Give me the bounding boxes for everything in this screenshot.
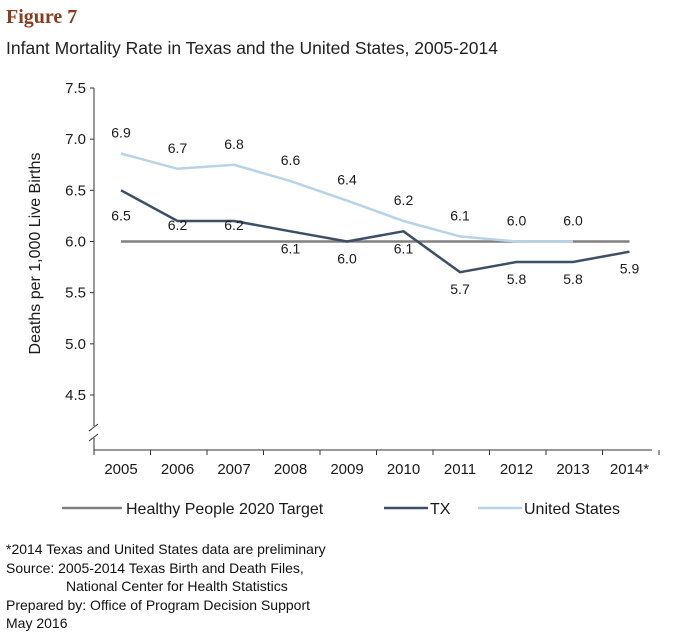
data-label-us: 6.1 [450,207,470,223]
data-label-us: 6.7 [168,140,188,156]
x-tick-label: 2009 [330,461,363,478]
y-tick-label: 4.5 [65,387,86,404]
x-tick-label: 2007 [217,461,250,478]
figure-label: Figure 7 [6,6,78,28]
legend-label-united-states: United States [524,501,620,518]
series-line-united-states [120,152,573,243]
note-preliminary: *2014 Texas and United States data are p… [6,541,326,557]
data-label-us: 6.4 [337,172,357,188]
data-label-tx: 6.1 [281,240,301,256]
legend-label-healthy-people-2020-target: Healthy People 2020 Target [126,501,324,518]
note-source-continued: National Center for Health Statistics [66,578,288,594]
x-tick-label: 2010 [387,461,420,478]
data-label-tx: 5.7 [450,281,470,297]
data-label-us: 6.9 [111,124,131,140]
y-tick-label: 7.5 [65,80,86,97]
data-label-tx: 5.8 [563,271,583,287]
x-tick-label: 2013 [556,461,589,478]
data-label-tx: 6.2 [224,217,244,233]
x-tick-label: 2006 [161,461,194,478]
x-tick-label: 2014* [610,461,649,478]
chart-title: Infant Mortality Rate in Texas and the U… [6,38,498,58]
data-label-tx: 6.5 [111,207,131,223]
data-label-us: 6.8 [224,136,244,152]
data-label-us: 6.0 [563,213,583,229]
x-tick-label: 2011 [444,461,476,478]
data-label-tx: 5.8 [507,271,527,287]
axis-break-mark [88,433,99,442]
y-tick-label: 5.5 [65,285,86,302]
data-label-tx: 6.2 [168,217,188,233]
y-tick-label: 5.0 [65,336,86,353]
axis-break-mark [88,423,99,432]
chart-notes: *2014 Texas and United States data are p… [6,540,326,633]
x-tick-label: 2005 [104,461,137,478]
y-tick-label: 7.0 [65,131,86,148]
data-label-us: 6.2 [394,192,414,208]
data-label-us: 6.6 [281,152,301,168]
note-prepared-by: Prepared by: Office of Program Decision … [6,596,311,613]
note-date: May 2016 [6,615,68,631]
data-label-tx: 6.0 [337,251,357,267]
legend-label-tx: TX [430,501,451,518]
data-label-tx: 6.1 [394,240,414,256]
data-label-tx: 5.9 [620,261,640,277]
y-tick-label: 6.5 [65,182,86,199]
x-tick-label: 2012 [500,461,533,478]
y-tick-label: 6.0 [65,234,86,251]
series-line-tx [120,189,630,274]
x-tick-label: 2008 [274,461,307,478]
data-label-us: 6.0 [507,213,527,229]
line-chart: Deaths per 1,000 Live Births 7.5 7.0 6.5 6.0… [27,80,660,518]
y-axis-title: Deaths per 1,000 Live Births [27,153,44,355]
note-source: Source: 2005-2014 Texas Birth and Death … [6,559,304,576]
